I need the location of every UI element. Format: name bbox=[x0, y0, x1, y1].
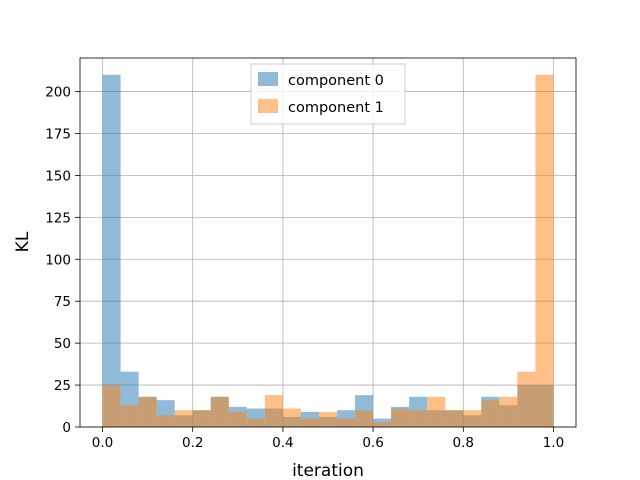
y-tick-label: 25 bbox=[54, 378, 71, 394]
x-tick-label: 0.2 bbox=[182, 435, 203, 451]
y-tick-label: 50 bbox=[54, 336, 71, 352]
x-axis-label: iteration bbox=[292, 461, 364, 480]
bar-series-0-bin-0 bbox=[102, 74, 121, 427]
x-tick-label: 1.0 bbox=[543, 435, 564, 451]
x-tick-label: 0.6 bbox=[362, 435, 383, 451]
bar-series-1-bin-18 bbox=[427, 396, 446, 427]
bar-series-1-bin-24 bbox=[535, 74, 554, 427]
bar-series-1-bin-13 bbox=[337, 418, 356, 427]
x-tick-label: 0.4 bbox=[272, 435, 293, 451]
x-axis-ticks: 0.0 0.2 0.4 0.6 0.8 1.0 bbox=[92, 427, 564, 451]
bar-series-1-bin-2 bbox=[138, 396, 157, 427]
bar-series-1-bin-19 bbox=[445, 410, 464, 427]
legend-label-component-1: component 1 bbox=[288, 100, 384, 116]
legend-swatch-component-1 bbox=[258, 99, 278, 113]
bar-series-1-bin-16 bbox=[391, 408, 410, 427]
legend: component 0 component 1 bbox=[250, 63, 406, 125]
bar-series-1-bin-12 bbox=[318, 411, 338, 427]
bar-series-1-bin-9 bbox=[264, 395, 283, 427]
legend-swatch-component-0 bbox=[258, 72, 278, 86]
y-axis-label: KL bbox=[13, 231, 33, 252]
bar-series-1-bin-10 bbox=[282, 408, 301, 427]
bar-series-1-bin-17 bbox=[409, 410, 428, 427]
y-tick-label: 200 bbox=[45, 85, 71, 101]
bar-series-1-bin-4 bbox=[174, 410, 193, 427]
bar-series-1-bin-23 bbox=[517, 371, 536, 427]
plot-frame bbox=[79, 57, 577, 428]
bar-series-1-bin-8 bbox=[246, 418, 265, 427]
bar-series-1-bin-3 bbox=[156, 415, 175, 427]
bar-series-1-bin-6 bbox=[210, 396, 229, 427]
bars-layer bbox=[102, 74, 554, 427]
bar-series-1-bin-5 bbox=[192, 410, 211, 427]
y-tick-label: 175 bbox=[45, 126, 71, 142]
y-tick-label: 0 bbox=[62, 420, 71, 436]
bar-series-1-bin-20 bbox=[463, 410, 482, 427]
legend-label-component-0: component 0 bbox=[288, 73, 384, 89]
x-tick-label: 0.0 bbox=[92, 435, 113, 451]
y-axis-ticks: 0 25 50 75 100 125 150 175 200 bbox=[45, 85, 80, 436]
y-tick-label: 100 bbox=[45, 252, 71, 268]
bar-series-1-bin-14 bbox=[355, 410, 374, 427]
y-tick-label: 125 bbox=[45, 210, 71, 226]
bar-series-1-bin-11 bbox=[300, 418, 319, 427]
bar-series-1-bin-15 bbox=[373, 421, 392, 427]
bar-series-1-bin-0 bbox=[102, 385, 121, 427]
x-tick-label: 0.8 bbox=[453, 435, 474, 451]
bar-series-1-bin-21 bbox=[481, 400, 500, 427]
bar-series-1-bin-22 bbox=[499, 396, 518, 427]
bar-series-1-bin-1 bbox=[120, 405, 139, 427]
y-tick-label: 150 bbox=[45, 168, 71, 184]
y-tick-label: 75 bbox=[54, 294, 71, 310]
bar-series-1-bin-7 bbox=[228, 411, 247, 427]
